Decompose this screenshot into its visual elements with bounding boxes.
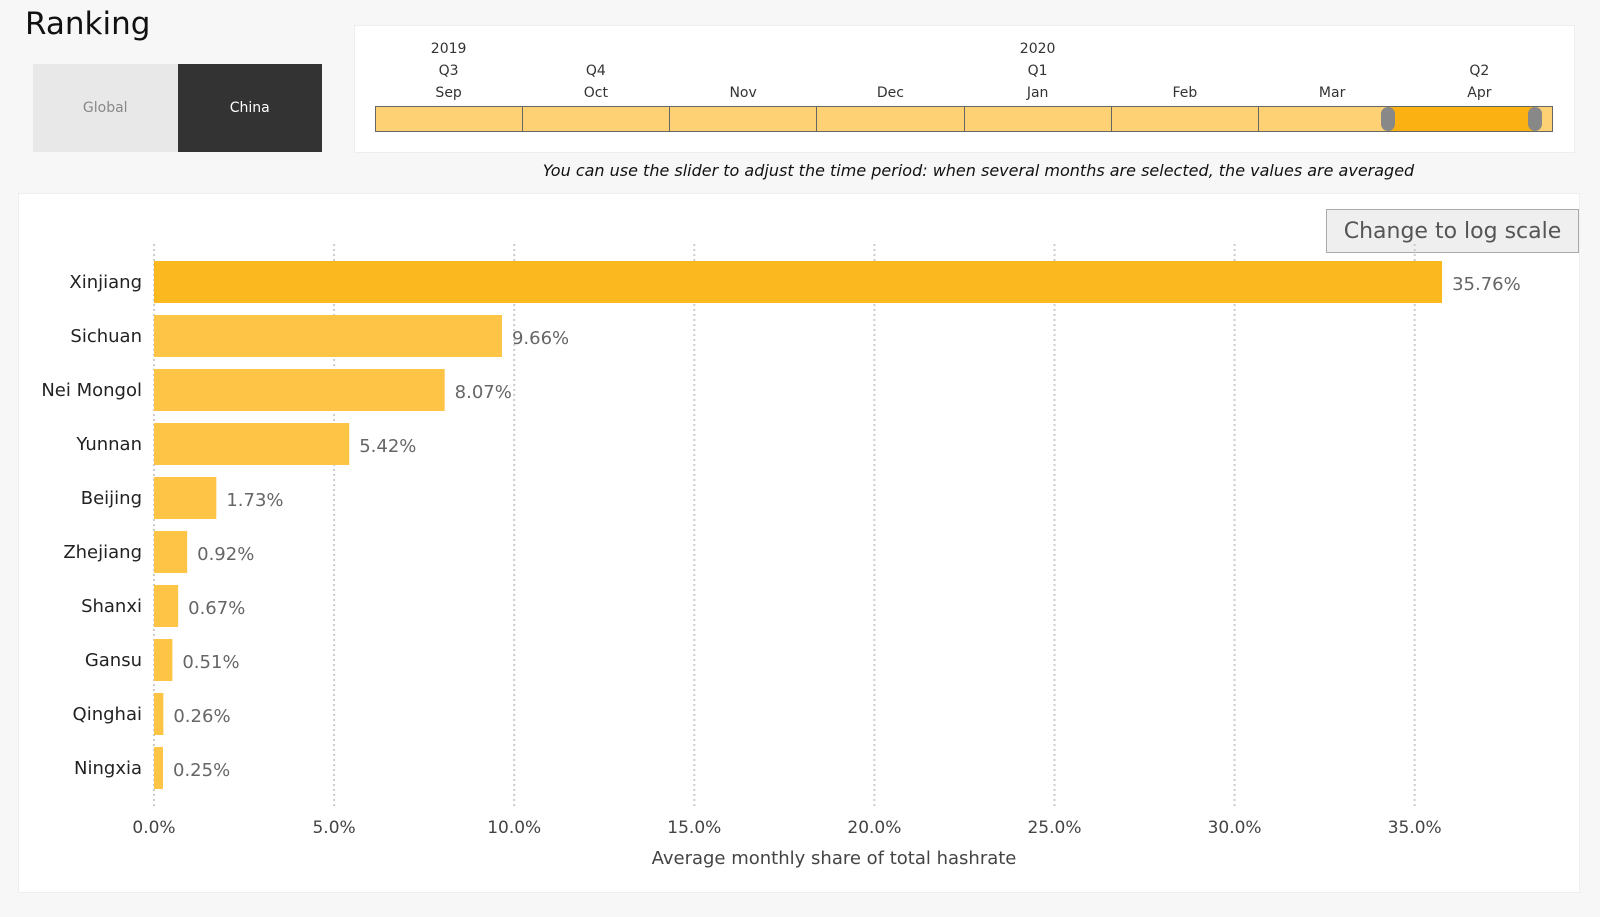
category-label: Gansu [85, 650, 142, 671]
timeline-quarter-label: Q2 [1469, 63, 1490, 79]
timeline-year-label: 2019 [430, 41, 467, 57]
category-label: Nei Mongol [41, 380, 142, 401]
timeline-quarter-label: Q4 [585, 63, 606, 79]
timeline-quarter-label: Q3 [438, 63, 459, 79]
timeline-quarter-label: Q1 [1027, 63, 1048, 79]
value-label: 8.07% [455, 382, 512, 403]
timeline-month-label: Sep [435, 85, 462, 101]
timeline-left-handle[interactable] [1381, 107, 1395, 131]
value-label: 9.66% [512, 328, 569, 349]
category-label: Zhejiang [63, 542, 142, 563]
x-tick-label: 5.0% [312, 818, 355, 838]
category-label: Yunnan [75, 434, 142, 455]
timeline-month-label: Oct [583, 85, 608, 101]
value-label: 0.51% [182, 652, 239, 673]
bar-qinghai [154, 693, 164, 735]
timeline-month-label: Nov [729, 85, 757, 101]
x-tick-label: 25.0% [1027, 818, 1081, 838]
bar-beijing [154, 477, 217, 519]
timeline-segment-feb[interactable] [1112, 107, 1259, 131]
bar-yunnan [154, 423, 350, 465]
value-label: 0.92% [197, 544, 254, 565]
timeline-month-label: Feb [1172, 85, 1198, 101]
bar-xinjiang [154, 261, 1443, 303]
category-label: Ningxia [74, 758, 142, 779]
x-axis-title: Average monthly share of total hashrate [652, 848, 1017, 869]
china-option[interactable]: China [177, 64, 322, 152]
timeline-year-label: 2020 [1019, 41, 1056, 57]
timeline-month-label: Jan [1026, 85, 1049, 101]
x-tick-label: 15.0% [667, 818, 721, 838]
x-tick-label: 10.0% [487, 818, 541, 838]
region-toggle[interactable]: Global China [33, 64, 322, 152]
timeline-segment-dec[interactable] [817, 107, 965, 131]
timeline-month-label: Apr [1467, 85, 1492, 101]
value-label: 35.76% [1452, 274, 1521, 295]
bar-zhejiang [154, 531, 188, 573]
log-scale-button[interactable]: Change to log scale [1326, 209, 1579, 253]
page-title: Ranking [25, 6, 151, 42]
category-label: Qinghai [73, 704, 142, 725]
chart-card: Change to log scale 0.0% 5.0% 10.0% 15.0% 20… [18, 193, 1580, 893]
slider-hint: You can use the slider to adjust the tim… [542, 161, 1415, 180]
category-label: Sichuan [70, 326, 142, 347]
timeline-month-label: Dec [876, 85, 904, 101]
timeline-slider-card: Sep Oct Nov Dec Jan Feb Mar Apr Q3 Q4 Q1 Q2 2019 2020 [354, 25, 1575, 153]
category-label: Beijing [81, 488, 142, 509]
timeline-segment-sep[interactable] [376, 107, 524, 131]
timeline-right-handle[interactable] [1528, 107, 1542, 131]
bar-nei-mongol [154, 369, 445, 411]
bar-ningxia [154, 747, 164, 789]
timeline-segment-nov[interactable] [670, 107, 818, 131]
bar-shanxi [154, 585, 179, 627]
x-tick-label: 20.0% [847, 818, 901, 838]
value-label: 0.25% [173, 760, 230, 781]
timeline-track[interactable] [375, 106, 1553, 132]
bar-sichuan [154, 315, 502, 357]
x-tick-label: 35.0% [1388, 818, 1442, 838]
timeline-month-label: Mar [1318, 85, 1346, 101]
global-option[interactable]: Global [33, 64, 178, 152]
value-label: 1.73% [226, 490, 283, 511]
timeline-segment-jan[interactable] [965, 107, 1112, 131]
timeline-segment-oct[interactable] [523, 107, 671, 131]
timeline-selected-range[interactable] [1388, 107, 1535, 131]
value-label: 0.67% [188, 598, 245, 619]
value-label: 5.42% [359, 436, 416, 457]
x-tick-label: 30.0% [1208, 818, 1262, 838]
category-label: Shanxi [81, 596, 142, 617]
value-label: 0.26% [173, 706, 230, 727]
x-tick-label: 0.0% [132, 818, 175, 838]
bar-gansu [154, 639, 173, 681]
category-label: Xinjiang [69, 272, 142, 293]
bar-chart: 0.0% 5.0% 10.0% 15.0% 20.0% 25.0% 30.0% 35.0% Xi… [41, 244, 1521, 869]
